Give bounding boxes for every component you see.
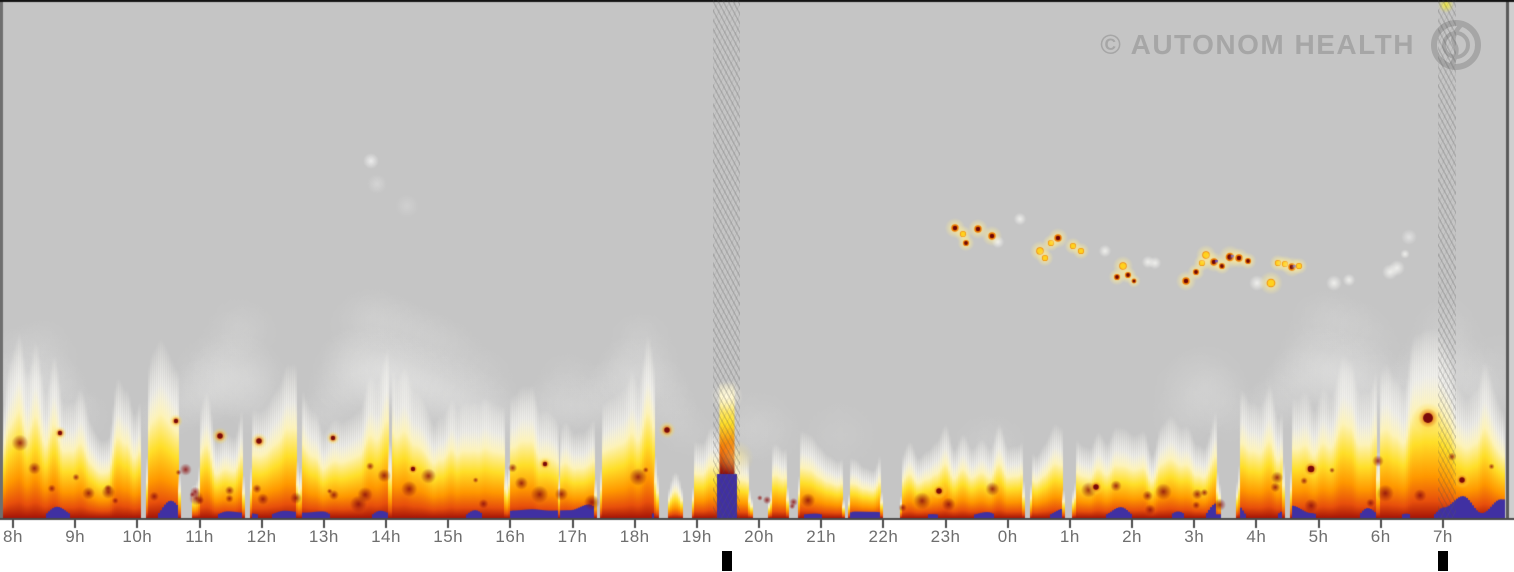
axis-tick-label: 15h: [433, 527, 464, 546]
hatched-event-band: [1438, 0, 1456, 518]
axis-tick-label: 4h: [1246, 527, 1267, 546]
axis-tick-label: 6h: [1370, 527, 1391, 546]
axis-tick-label: 1h: [1059, 527, 1080, 546]
event-marker: [722, 551, 732, 571]
axis-tick-label: 16h: [495, 527, 526, 546]
hatched-event-band: [713, 0, 740, 518]
axis-tick-label: 19h: [681, 527, 712, 546]
axis-tick-label: 22h: [868, 527, 899, 546]
axis-tick-label: 11h: [185, 527, 214, 546]
axis-tick-label: 17h: [557, 527, 588, 546]
axis-tick-label: 9h: [65, 527, 86, 546]
event-marker: [1438, 551, 1448, 571]
axis-tick-label: 23h: [930, 527, 961, 546]
axis-tick-label: 13h: [308, 527, 339, 546]
axis-tick-label: 12h: [246, 527, 277, 546]
axis-tick-label: 3h: [1184, 527, 1205, 546]
axis-tick-label: 8h: [3, 527, 23, 546]
axis-tick-label: 7h: [1432, 527, 1453, 546]
axis-tick-label: 18h: [619, 527, 650, 546]
axis-tick-label: 2h: [1122, 527, 1143, 546]
axis-tick-label: 21h: [806, 527, 837, 546]
axis-tick-label: 0h: [997, 527, 1018, 546]
axis-tick-label: 5h: [1308, 527, 1329, 546]
axis-tick-label: 14h: [371, 527, 401, 546]
axis-tick-label: 20h: [744, 527, 774, 546]
axis-tick-label: 10h: [122, 527, 153, 546]
